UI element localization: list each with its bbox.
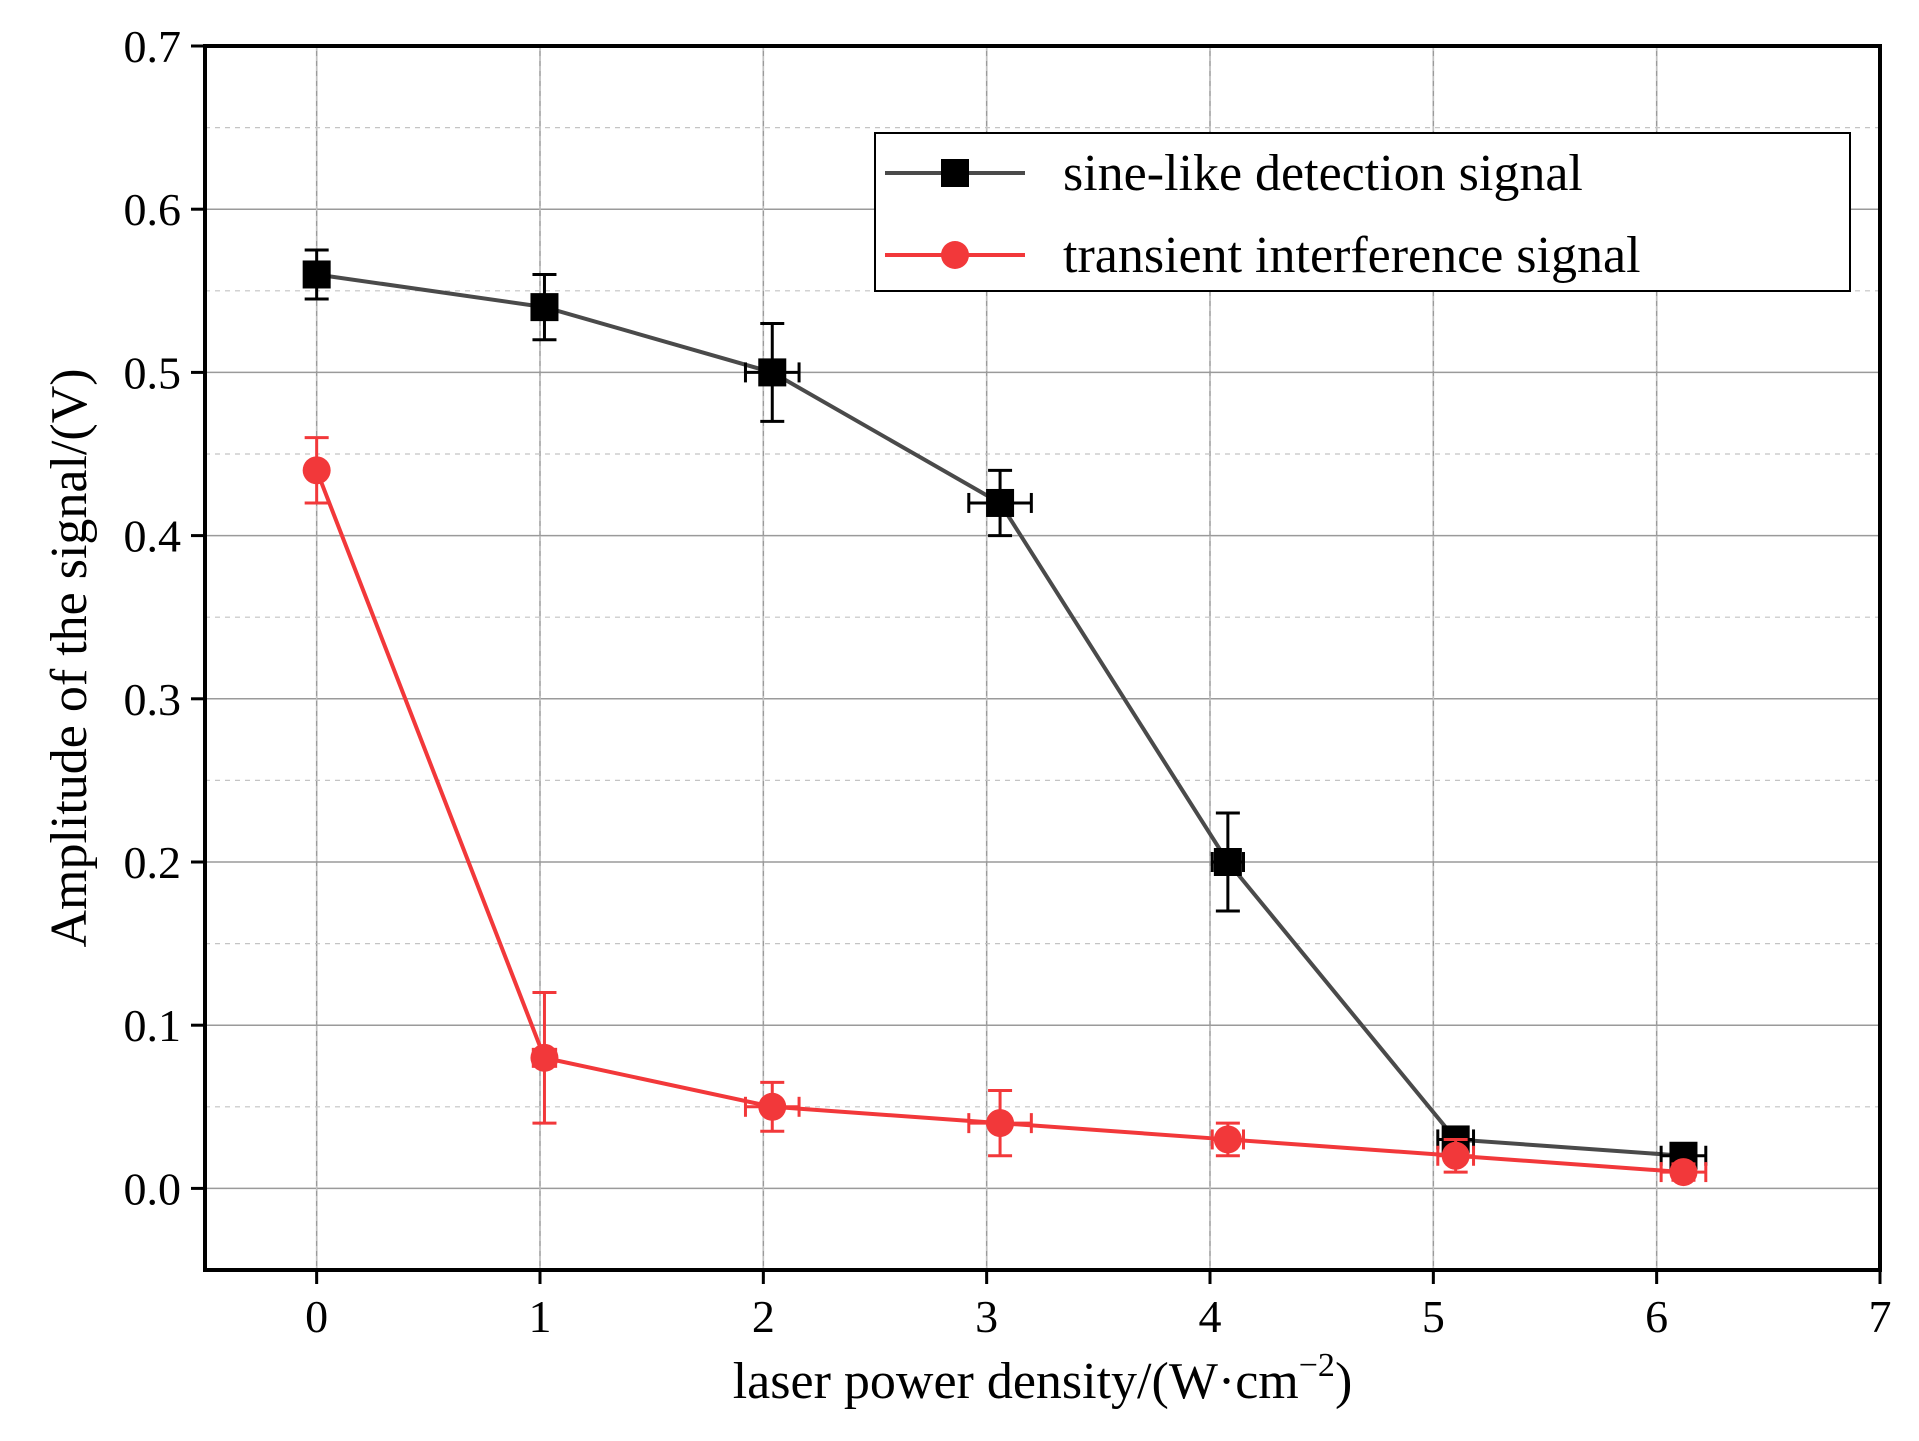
y-tick-label: 0.2 [124, 837, 182, 888]
y-tick-label: 0.0 [124, 1163, 182, 1214]
y-tick-label: 0.7 [124, 21, 182, 72]
data-point-square [302, 260, 331, 289]
x-tick-label: 6 [1645, 1291, 1668, 1342]
legend: sine-like detection signal transient inte… [874, 132, 1851, 292]
data-point-circle [1441, 1141, 1470, 1170]
data-point-circle [1669, 1158, 1698, 1187]
y-tick-label: 0.1 [124, 1000, 182, 1051]
data-point-square [1213, 848, 1242, 876]
series-layer [302, 248, 1708, 1187]
data-point-square [986, 488, 1015, 517]
data-point-circle [302, 456, 331, 485]
x-tick-label: 1 [529, 1291, 552, 1342]
x-tick-label: 0 [305, 1291, 328, 1342]
legend-box [874, 132, 1851, 292]
plot-frame [203, 44, 1882, 1272]
legend-marker-circle [941, 241, 969, 269]
legend-label: transient interference signal [1063, 227, 1641, 284]
x-tick-label: 7 [1869, 1291, 1892, 1342]
x-axis-label-main: laser power density/(W·cm [733, 1353, 1299, 1410]
x-axis-label-superscript: −2 [1299, 1347, 1335, 1384]
x-tick-label: 3 [975, 1291, 998, 1342]
legend-label: sine-like detection signal [1063, 145, 1583, 202]
data-point-circle [1213, 1125, 1242, 1154]
legend-marker-square [941, 159, 969, 187]
tick-layer: 0 1 2 3 4 5 6 7 0.0 0.1 0.2 0.3 0.4 0.5 0.6 0.7 [124, 21, 1892, 1342]
series-2 [302, 436, 1708, 1187]
data-point-square [758, 358, 787, 387]
y-tick-label: 0.5 [124, 347, 182, 398]
data-point-circle [758, 1092, 787, 1121]
y-tick-label: 0.4 [124, 511, 182, 562]
x-axis-label-end: ) [1335, 1353, 1352, 1410]
x-tick-label: 2 [752, 1291, 775, 1342]
y-tick-label: 0.6 [124, 184, 182, 235]
y-tick-label: 0.3 [124, 674, 182, 725]
data-point-circle [986, 1109, 1015, 1138]
x-tick-label: 5 [1422, 1291, 1445, 1342]
data-point-circle [530, 1043, 559, 1072]
x-tick-label: 4 [1199, 1291, 1222, 1342]
data-point-square [530, 293, 559, 322]
x-axis-label: laser power density/(W·cm−2) [733, 1347, 1353, 1410]
y-axis-label: Amplitude of the signal/(V) [41, 368, 98, 947]
